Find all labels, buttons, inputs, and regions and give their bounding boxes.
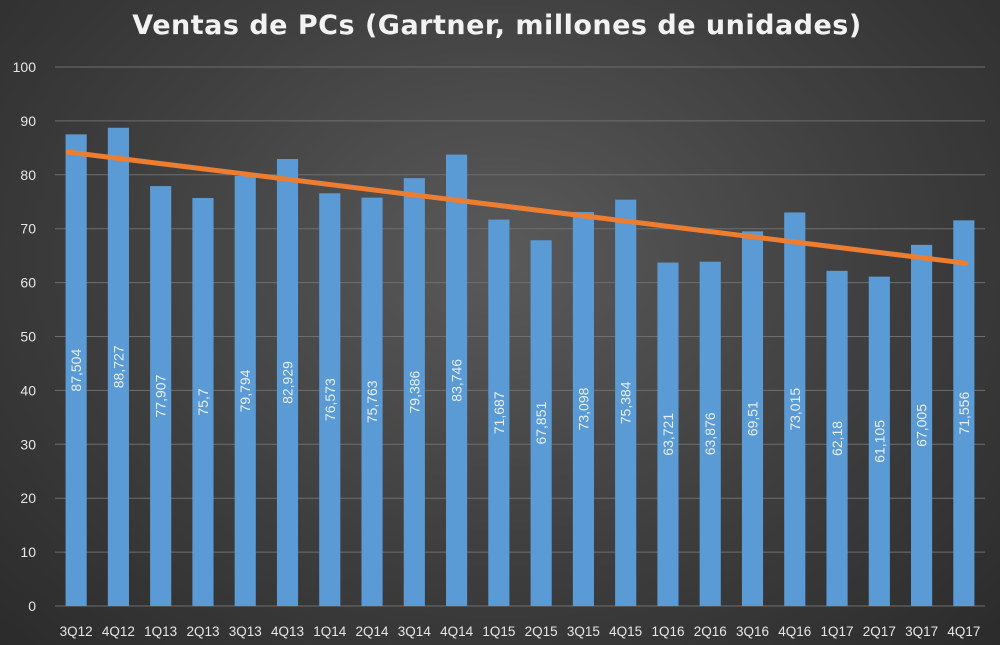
data-label: 82,929 xyxy=(280,361,296,404)
bar-1q13 xyxy=(150,186,172,606)
x-tick-label: 3Q17 xyxy=(905,624,938,639)
trend-line xyxy=(65,149,969,266)
trendline xyxy=(65,149,969,266)
data-label: 75,763 xyxy=(364,380,380,423)
x-tick-label: 4Q17 xyxy=(947,624,980,639)
data-label: 87,504 xyxy=(68,349,84,392)
x-tick-label: 3Q14 xyxy=(398,624,432,639)
y-tick-label: 80 xyxy=(20,167,36,183)
bar-3q14 xyxy=(403,178,425,606)
data-label: 83,746 xyxy=(449,359,465,402)
y-tick-label: 30 xyxy=(20,436,36,452)
bar-4q13 xyxy=(276,159,299,606)
y-tick-label: 70 xyxy=(20,221,36,237)
y-tick-label: 60 xyxy=(20,275,36,291)
data-label: 75,384 xyxy=(618,381,634,424)
x-tick-label: 1Q14 xyxy=(313,624,347,639)
data-label: 63,721 xyxy=(660,413,676,456)
x-tick-label: 4Q14 xyxy=(440,624,474,639)
y-tick-label: 100 xyxy=(13,59,37,75)
bar-1q15 xyxy=(488,219,510,607)
x-tick-label: 2Q16 xyxy=(694,624,727,639)
bar-1q17 xyxy=(826,270,848,606)
data-label: 77,907 xyxy=(153,374,169,417)
bar-3q12 xyxy=(65,134,87,606)
bar-4q16 xyxy=(784,212,806,606)
x-tick-label: 1Q17 xyxy=(821,624,854,639)
data-labels: 87,504 88,727 77,907 75,7 79,794 82,929 76,573… xyxy=(68,345,972,462)
bar-1q16 xyxy=(657,262,679,606)
x-tick-label: 4Q13 xyxy=(271,624,304,639)
bar-1q14 xyxy=(319,193,341,606)
data-label: 76,573 xyxy=(322,378,338,421)
bar-4q15 xyxy=(615,199,637,606)
x-tick-label: 4Q12 xyxy=(102,624,135,639)
x-tick-label: 2Q15 xyxy=(525,624,558,639)
x-tick-label: 1Q16 xyxy=(651,624,684,639)
data-label: 67,851 xyxy=(533,402,549,445)
data-label: 75,7 xyxy=(195,388,211,415)
x-tick-label: 3Q15 xyxy=(567,624,600,639)
bar-4q12 xyxy=(107,127,129,606)
y-tick-label: 0 xyxy=(28,598,36,614)
data-label: 61,105 xyxy=(871,420,887,463)
bar-2q14 xyxy=(361,197,383,606)
y-tick-label: 40 xyxy=(20,382,36,398)
bar-2q13 xyxy=(192,197,214,607)
x-tick-label: 2Q14 xyxy=(356,624,390,639)
y-tick-label: 50 xyxy=(20,329,36,345)
chart-title: Ventas de PCs (Gartner, millones de unid… xyxy=(132,10,861,41)
data-label: 69,51 xyxy=(745,401,761,436)
bar-2q17 xyxy=(868,276,890,606)
x-tick-label: 1Q13 xyxy=(144,624,177,639)
data-label: 71,687 xyxy=(491,391,507,434)
data-label: 79,794 xyxy=(237,369,253,412)
bar-3q17 xyxy=(911,244,933,606)
x-tick-label: 3Q16 xyxy=(736,624,769,639)
bar-3q13 xyxy=(234,175,256,606)
x-tick-label: 1Q15 xyxy=(482,624,515,639)
bars xyxy=(65,127,975,607)
y-tick-label: 20 xyxy=(20,490,36,506)
bar-4q14 xyxy=(446,154,468,606)
y-tick-label: 90 xyxy=(20,113,36,129)
x-tick-label: 4Q16 xyxy=(778,624,811,639)
data-label: 62,18 xyxy=(829,421,845,456)
data-label: 67,005 xyxy=(914,404,930,447)
bar-2q15 xyxy=(530,240,552,606)
data-label: 88,727 xyxy=(110,345,126,388)
x-tick-label: 3Q13 xyxy=(229,624,262,639)
data-label: 73,015 xyxy=(787,388,803,431)
x-tick-label: 2Q17 xyxy=(863,624,896,639)
x-tick-label: 2Q13 xyxy=(186,624,219,639)
data-label: 79,386 xyxy=(406,370,422,413)
x-tick-label: 3Q12 xyxy=(60,624,93,639)
bar-2q16 xyxy=(699,261,721,606)
x-axis: 3Q12 4Q12 1Q13 2Q13 3Q13 4Q13 1Q14 2Q14 3Q14 4Q14… xyxy=(60,624,981,639)
bar-3q15 xyxy=(572,212,594,607)
data-label: 63,876 xyxy=(702,412,718,455)
y-axis: 0 10 20 30 40 50 60 70 80 90 100 xyxy=(13,59,37,614)
bar-3q16 xyxy=(741,231,764,606)
data-label: 71,556 xyxy=(956,392,972,435)
data-label: 73,098 xyxy=(575,387,591,430)
bar-4q17 xyxy=(953,220,975,606)
y-tick-label: 10 xyxy=(20,544,36,560)
x-tick-label: 4Q15 xyxy=(609,624,642,639)
